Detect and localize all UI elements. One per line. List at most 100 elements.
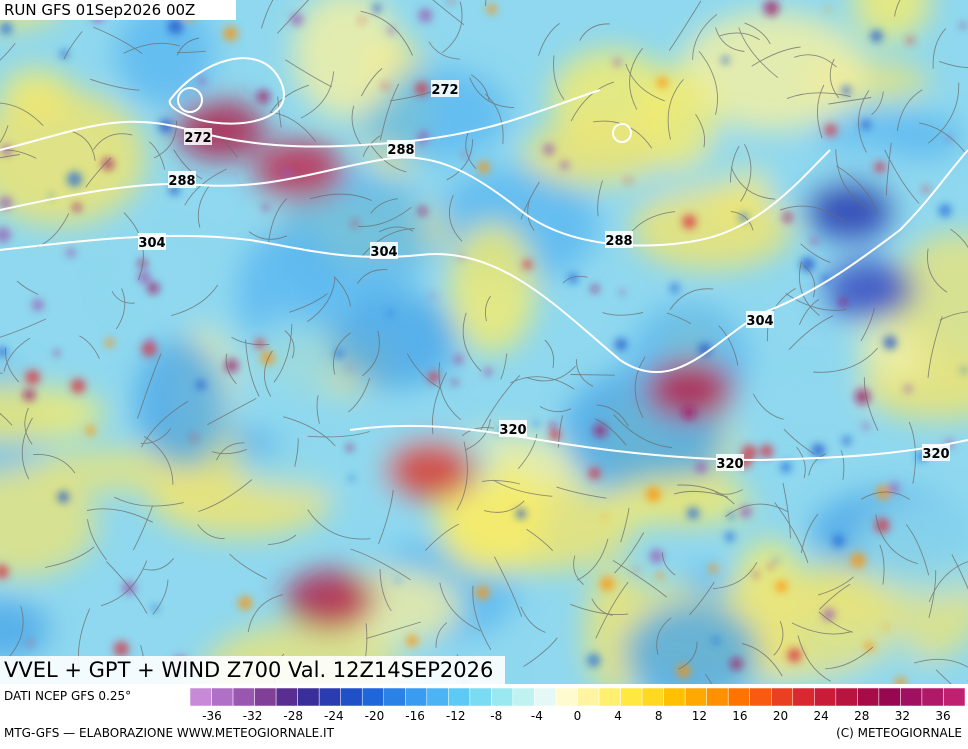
colorbar-swatch — [943, 688, 965, 706]
colorbar-swatch — [793, 688, 815, 706]
field-spot — [730, 658, 742, 670]
field-spot — [682, 406, 696, 420]
colorbar-swatch — [319, 688, 341, 706]
colorbar-tick-label: -36 — [202, 709, 222, 723]
field-blob — [805, 180, 895, 240]
colorbar-swatch — [836, 688, 858, 706]
colorbar-tick-label: -12 — [446, 709, 466, 723]
colorbar-tick-label: 36 — [935, 709, 950, 723]
field-blob — [523, 121, 664, 186]
colorbar-swatch — [707, 688, 729, 706]
field-spot — [862, 423, 869, 430]
field-spot — [114, 641, 129, 656]
colorbar-swatch — [814, 688, 836, 706]
field-spot — [811, 239, 816, 244]
contour-label: 320 — [499, 423, 526, 438]
field-spot — [763, 4, 768, 9]
field-spot — [168, 19, 184, 35]
field-spot — [257, 90, 270, 103]
field-spot — [657, 572, 664, 579]
field-spot — [855, 389, 871, 405]
colorbar-swatch — [556, 688, 578, 706]
field-spot — [657, 77, 668, 88]
contour-label: 304 — [138, 236, 165, 251]
colorbar-tick-label: 4 — [614, 709, 622, 723]
colorbar-swatch — [255, 688, 277, 706]
colorbar-tick-label: 32 — [895, 709, 910, 723]
field-spot — [452, 380, 458, 386]
field-spot — [476, 586, 490, 600]
field-spot — [560, 161, 569, 170]
field-spot — [67, 172, 82, 187]
colorbar-swatch — [491, 688, 513, 706]
field-spot — [263, 205, 268, 210]
colorbar-tick-label: 28 — [854, 709, 869, 723]
field-spot — [66, 248, 75, 257]
field-spot — [522, 260, 532, 270]
field-spot — [842, 436, 851, 445]
colorbar-tick-label: -32 — [243, 709, 263, 723]
colorbar-swatch — [728, 688, 750, 706]
colorbar-tick-label: -28 — [283, 709, 303, 723]
colorbar-swatch — [879, 688, 901, 706]
field-spot — [939, 204, 952, 217]
field-spot — [709, 564, 718, 573]
field-spot — [768, 565, 773, 570]
field-spot — [646, 487, 661, 502]
field-spot — [141, 341, 157, 357]
field-blob — [135, 338, 227, 468]
contour-label: 272 — [184, 131, 211, 146]
field-spot — [430, 294, 435, 299]
field-spot — [372, 4, 381, 13]
field-spot — [49, 194, 53, 198]
field-spot — [783, 213, 793, 223]
colorbar-tick-label: -20 — [365, 709, 385, 723]
field-spot — [822, 608, 835, 621]
colorbar-tick-label: 16 — [732, 709, 747, 723]
field-spot — [832, 534, 845, 547]
field-spot — [600, 577, 614, 591]
field-spot — [105, 338, 114, 347]
run-label: RUN GFS 01Sep2026 00Z — [4, 1, 195, 19]
field-spot — [418, 207, 427, 216]
field-spot — [198, 77, 206, 85]
colorbar-swatch — [405, 688, 427, 706]
field-spot — [73, 203, 81, 211]
field-spot — [839, 299, 847, 307]
field-blob — [449, 223, 536, 354]
field-spot — [71, 378, 86, 393]
field-spot — [626, 178, 631, 183]
field-spot — [516, 509, 526, 519]
colorbar-swatch — [190, 688, 212, 706]
colorbar-swatch — [513, 688, 535, 706]
field-spot — [588, 467, 600, 479]
colorbar-swatch — [857, 688, 879, 706]
contour-label: 288 — [605, 234, 632, 249]
field-spot — [349, 476, 354, 481]
field-spot — [25, 370, 40, 385]
field-spot — [477, 161, 489, 173]
field-spot — [904, 385, 912, 393]
colorbar-swatch — [599, 688, 621, 706]
field-spot — [587, 654, 600, 667]
colorbar-swatch — [750, 688, 772, 706]
field-spot — [874, 161, 885, 172]
colorbar-swatch — [642, 688, 664, 706]
colorbar-swatch — [362, 688, 384, 706]
map-title: VVEL + GPT + WIND Z700 Val. 12Z14SEP2026 — [4, 658, 493, 682]
field-spot — [54, 350, 59, 355]
field-spot — [191, 435, 197, 441]
contour-label: 304 — [370, 245, 397, 260]
field-spot — [196, 380, 206, 390]
colorbar-swatch — [685, 688, 707, 706]
field-spot — [60, 50, 68, 58]
field-spot — [290, 13, 303, 26]
field-spot — [551, 431, 557, 437]
colorbar-tick-label: 12 — [692, 709, 707, 723]
field-spot — [682, 215, 696, 229]
colorbar-swatch — [534, 688, 556, 706]
field-spot — [32, 299, 44, 311]
contour-label: 304 — [746, 314, 773, 329]
field-spot — [615, 338, 628, 351]
